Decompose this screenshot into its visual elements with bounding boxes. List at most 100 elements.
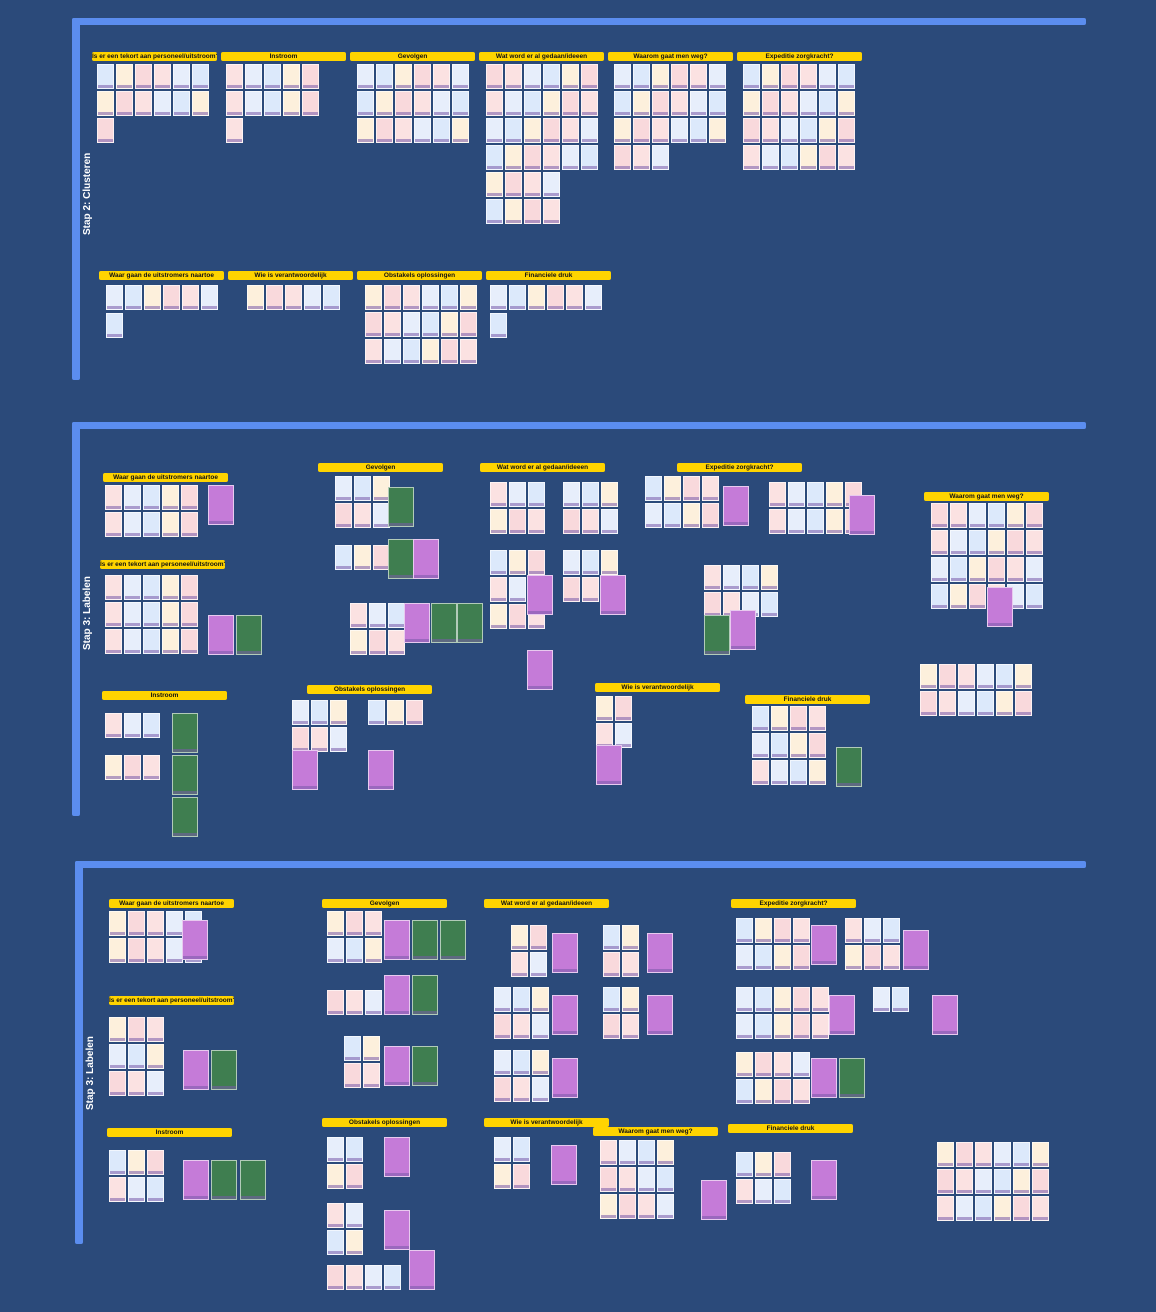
sticky-note (109, 1017, 126, 1042)
sticky-note (457, 603, 483, 643)
cluster-header: Waarom gaat men weg? (924, 492, 1049, 501)
sticky-note (490, 550, 507, 575)
sticky-note (105, 485, 122, 510)
sticky-note (532, 1014, 549, 1039)
sticky-note (809, 706, 826, 731)
sticky-note (128, 1071, 145, 1096)
sticky-note (513, 1050, 530, 1075)
sticky-note (368, 700, 385, 725)
sticky-note (596, 696, 613, 721)
section-label: Stap 2: Clusteren (82, 152, 93, 235)
sticky-note (781, 118, 798, 143)
sticky-note (128, 938, 145, 963)
sticky-note (615, 723, 632, 748)
sticky-note (327, 990, 344, 1015)
sticky-note (509, 604, 526, 629)
sticky-note (486, 91, 503, 116)
sticky-note (513, 1137, 530, 1162)
sticky-note (664, 476, 681, 501)
sticky-note (931, 584, 948, 609)
sticky-note (181, 512, 198, 537)
sticky-note (494, 1077, 511, 1102)
sticky-note (365, 1265, 382, 1290)
sticky-note (513, 1164, 530, 1189)
sticky-note (327, 1137, 344, 1162)
sticky-note (774, 1152, 791, 1177)
sticky-note (552, 933, 578, 973)
sticky-note (494, 987, 511, 1012)
sticky-note (652, 118, 669, 143)
sticky-note (743, 91, 760, 116)
frame-side-bar (72, 422, 80, 816)
sticky-note (440, 920, 466, 960)
cluster-header: Instroom (102, 691, 227, 700)
sticky-note (581, 64, 598, 89)
sticky-note (247, 285, 264, 310)
sticky-note (192, 91, 209, 116)
sticky-note (327, 1164, 344, 1189)
sticky-note (124, 485, 141, 510)
sticky-note (147, 911, 164, 936)
sticky-note (384, 1265, 401, 1290)
sticky-note (845, 918, 862, 943)
sticky-note (838, 91, 855, 116)
sticky-note (388, 630, 405, 655)
sticky-note (388, 487, 414, 527)
sticky-note (128, 1044, 145, 1069)
sticky-note (838, 145, 855, 170)
sticky-note (505, 199, 522, 224)
sticky-note (409, 1250, 435, 1290)
sticky-note (845, 945, 862, 970)
sticky-note (354, 503, 371, 528)
sticky-note (809, 760, 826, 785)
sticky-note (486, 118, 503, 143)
sticky-note (201, 285, 218, 310)
sticky-note (551, 1145, 577, 1185)
sticky-note (144, 285, 161, 310)
sticky-note (135, 91, 152, 116)
sticky-note (441, 339, 458, 364)
sticky-note (302, 64, 319, 89)
sticky-note (994, 1169, 1011, 1194)
sticky-note (701, 1180, 727, 1220)
sticky-note (511, 925, 528, 950)
sticky-note (172, 755, 198, 795)
sticky-note (937, 1196, 954, 1221)
sticky-note (105, 629, 122, 654)
sticky-note (811, 925, 837, 965)
sticky-note (183, 1050, 209, 1090)
sticky-note (335, 476, 352, 501)
sticky-note (562, 118, 579, 143)
sticky-note (709, 91, 726, 116)
cluster-header: Expeditie zorgkracht? (737, 52, 862, 61)
sticky-note (543, 64, 560, 89)
sticky-note (671, 91, 688, 116)
sticky-note (736, 1179, 753, 1204)
sticky-note (532, 1077, 549, 1102)
sticky-note (771, 733, 788, 758)
sticky-note (903, 930, 929, 970)
sticky-note (384, 920, 410, 960)
sticky-note (793, 945, 810, 970)
sticky-note (645, 503, 662, 528)
sticky-note (162, 602, 179, 627)
cluster-header: Is er een tekort aan personeel/uitstroom… (92, 52, 217, 61)
cluster-header: Expeditie zorgkracht? (677, 463, 802, 472)
sticky-note (327, 1230, 344, 1255)
sticky-note (931, 503, 948, 528)
sticky-note (601, 482, 618, 507)
sticky-note (311, 700, 328, 725)
sticky-note (755, 945, 772, 970)
sticky-note (346, 1230, 363, 1255)
sticky-note (403, 312, 420, 337)
sticky-note (793, 987, 810, 1012)
sticky-note (562, 91, 579, 116)
sticky-note (124, 512, 141, 537)
sticky-note (388, 603, 405, 628)
sticky-note (1032, 1142, 1049, 1167)
sticky-note (988, 503, 1005, 528)
sticky-note (1026, 584, 1043, 609)
sticky-note (774, 1179, 791, 1204)
sticky-note (690, 64, 707, 89)
